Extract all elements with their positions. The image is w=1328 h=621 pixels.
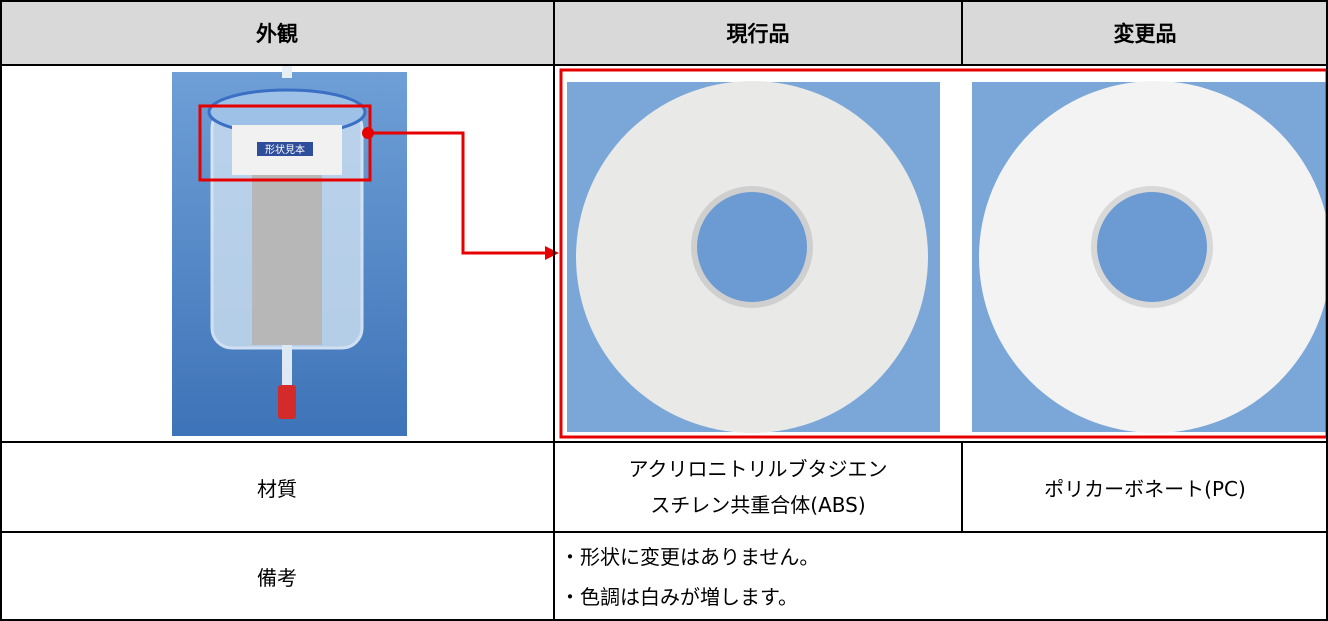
border: [961, 0, 963, 66]
outlet: [282, 345, 292, 385]
sample-label: 形状見本: [265, 143, 305, 156]
cap: [278, 385, 296, 419]
row-label: 備考: [257, 566, 297, 590]
border: [0, 441, 1328, 443]
note: ・形状に変更はありません。: [560, 544, 820, 569]
arrow: [368, 131, 545, 255]
header-cell: 変更品: [962, 0, 1328, 65]
note: ・色調は白みが増します。: [560, 584, 798, 609]
disc-hole: [1091, 186, 1213, 308]
notes-cell: ・形状に変更はありません。 ・色調は白みが増します。: [560, 532, 1320, 621]
header-cell: 外観: [0, 0, 554, 65]
border: [0, 64, 1328, 66]
disc-hole: [691, 186, 813, 308]
filter: [252, 175, 322, 345]
border: [0, 0, 1328, 2]
border: [0, 531, 1328, 533]
row-label: 材質: [257, 476, 297, 501]
border: [961, 441, 963, 533]
label-badge: [257, 142, 313, 156]
material-cell: アクリロニトリルブタジエン スチレン共重合体(ABS): [554, 442, 962, 532]
border: [0, 619, 1328, 621]
header-cell: 現行品: [554, 0, 962, 65]
text-line: スチレン共重合体(ABS): [650, 493, 866, 517]
arrow-head: [545, 246, 559, 260]
inlet: [282, 58, 292, 78]
border: [0, 0, 2, 621]
highlight-box: [198, 104, 372, 182]
text-line: アクリロニトリルブタジエン: [628, 457, 888, 481]
border: [553, 0, 555, 621]
material-cell: ポリカーボネート(PC): [1044, 476, 1246, 501]
border: [1326, 0, 1328, 621]
